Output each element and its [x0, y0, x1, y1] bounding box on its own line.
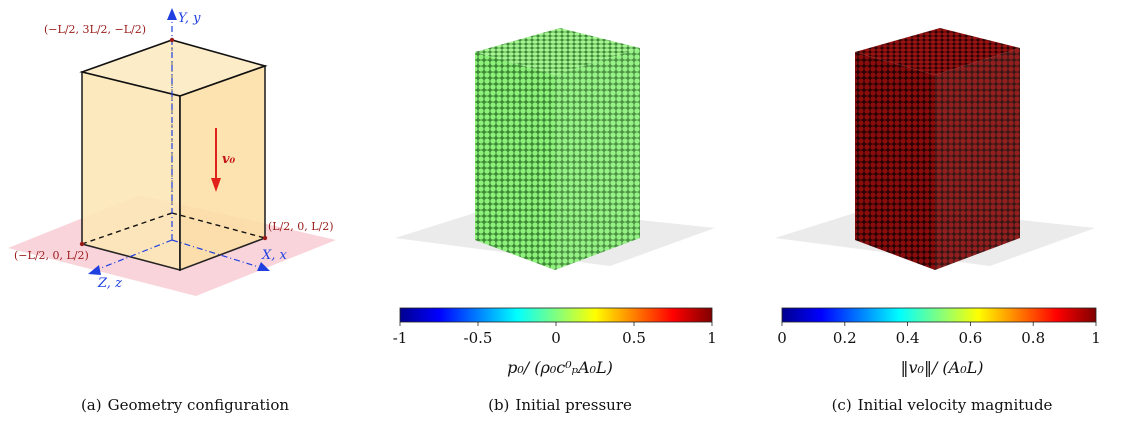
caption-c: (c) Initial velocity magnitude — [750, 396, 1134, 414]
velocity-label: v₀ — [222, 152, 236, 167]
caption-tag: (b) — [488, 396, 510, 414]
x-axis-arrowhead — [257, 262, 270, 271]
colorbar-tick-label: -0.5 — [464, 329, 493, 347]
panel-pressure: -1 -0.5 0 0.5 1 p₀/ (ρ₀c⁰ₚA₀L) (b) Initial pr… — [370, 0, 750, 421]
geometry-diagram: (−L/2, 3L/2, −L/2) (L/2, 0, L/2) (−L/2, … — [8, 8, 336, 296]
corner-label-left: (−L/2, 0, L/2) — [14, 249, 89, 262]
colorbar-ticks: -1 -0.5 0 0.5 1 — [393, 322, 717, 347]
colorbar-tick-label: 0.5 — [622, 329, 646, 347]
caption-text: Geometry configuration — [107, 396, 290, 414]
panel-velocity: 0 0.2 0.4 0.6 0.8 1 ‖v₀‖/ (A₀L) (c) Initial ve… — [750, 0, 1134, 421]
colorbar — [399, 307, 713, 323]
z-axis-label: Z, z — [97, 276, 122, 291]
corner-marker — [79, 241, 85, 247]
cube-left — [855, 52, 935, 270]
cube-left — [475, 52, 555, 270]
caption-text: Initial pressure — [515, 396, 632, 414]
colorbar-tick-label: 0.2 — [833, 329, 857, 347]
colorbar-tick-label: 0.6 — [958, 329, 982, 347]
hidden-edge — [171, 212, 266, 239]
box-side-face — [179, 64, 266, 272]
cube-right — [555, 48, 640, 270]
velocity-arrowhead — [211, 178, 221, 192]
colorbar-tick-label: 0.4 — [896, 329, 920, 347]
y-axis-arrowhead — [167, 8, 177, 20]
colorbar-tick-label: 0.8 — [1021, 329, 1045, 347]
corner-label-top: (−L/2, 3L/2, −L/2) — [44, 23, 146, 36]
corner-marker — [169, 37, 175, 43]
colorbar-label-b: p₀/ (ρ₀c⁰ₚA₀L) — [507, 358, 613, 377]
cube-top — [475, 28, 640, 75]
colorbar-tick-label: -1 — [393, 329, 408, 347]
caption-text: Initial velocity magnitude — [857, 396, 1053, 414]
z-axis — [95, 239, 173, 271]
caption-b: (b) Initial pressure — [370, 396, 750, 414]
colorbar-tick-label: 0 — [777, 329, 787, 347]
corner-label-right: (L/2, 0, L/2) — [268, 220, 334, 233]
x-axis — [171, 239, 263, 269]
caption-tag: (a) — [80, 396, 102, 414]
box-front-face — [81, 70, 181, 272]
hidden-edge — [81, 212, 173, 245]
colorbar-tick-label: 1 — [1091, 329, 1101, 347]
colorbar-label-c: ‖v₀‖/ (A₀L) — [900, 358, 984, 377]
panel-geometry: (−L/2, 3L/2, −L/2) (L/2, 0, L/2) (−L/2, … — [0, 0, 370, 421]
velocity-render: 0 0.2 0.4 0.6 0.8 1 — [775, 28, 1101, 347]
pressure-render: -1 -0.5 0 0.5 1 — [393, 28, 717, 347]
cube-top — [855, 28, 1020, 75]
colorbar-tick-label: 1 — [707, 329, 717, 347]
caption-a: (a) Geometry configuration — [0, 396, 370, 414]
corner-marker — [262, 235, 268, 241]
x-axis-label: X, x — [261, 248, 288, 263]
y-axis-label: Y, y — [178, 11, 201, 26]
colorbar — [781, 307, 1097, 323]
z-axis-arrowhead — [88, 265, 101, 275]
caption-tag: (c) — [831, 396, 852, 414]
cube-right — [935, 48, 1020, 270]
colorbar-tick-label: 0 — [551, 329, 561, 347]
colorbar-ticks: 0 0.2 0.4 0.6 0.8 1 — [777, 322, 1101, 347]
